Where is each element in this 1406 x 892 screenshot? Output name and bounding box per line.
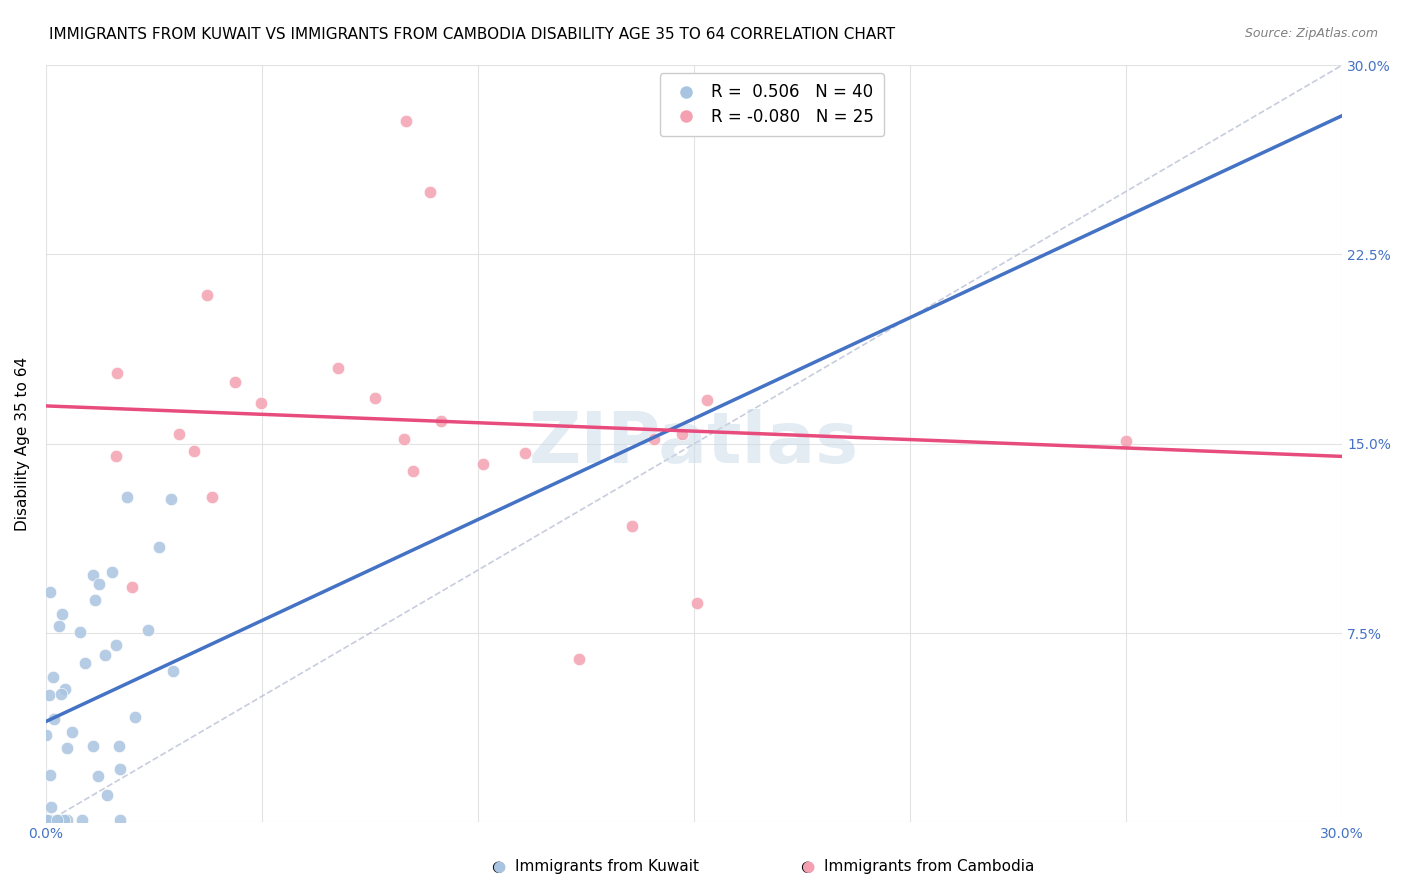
Point bbox=[38, 688, 60, 702]
Point bbox=[430, 414, 453, 428]
Point bbox=[52, 813, 75, 827]
Point bbox=[55, 813, 77, 827]
Point bbox=[686, 596, 709, 610]
Point bbox=[195, 287, 218, 301]
Point bbox=[48, 813, 70, 827]
Point bbox=[121, 580, 143, 594]
Point bbox=[37, 813, 59, 827]
Point bbox=[51, 687, 73, 701]
Point bbox=[108, 813, 131, 827]
Legend: R =  0.506   N = 40, R = -0.080   N = 25: R = 0.506 N = 40, R = -0.080 N = 25 bbox=[659, 73, 884, 136]
Point bbox=[148, 540, 170, 554]
Point bbox=[162, 664, 184, 678]
Point bbox=[1115, 434, 1137, 448]
Point bbox=[183, 444, 205, 458]
Point bbox=[696, 393, 718, 408]
Point bbox=[69, 624, 91, 639]
Point bbox=[328, 361, 350, 376]
Point bbox=[110, 762, 132, 776]
Point bbox=[402, 464, 425, 478]
Point bbox=[51, 607, 73, 622]
Point bbox=[513, 446, 536, 460]
Point bbox=[42, 712, 65, 726]
Point bbox=[104, 449, 127, 463]
Point bbox=[72, 813, 94, 827]
Point bbox=[35, 728, 58, 742]
Point bbox=[568, 652, 591, 666]
Point bbox=[224, 375, 246, 389]
Point bbox=[48, 619, 70, 633]
Point bbox=[671, 426, 693, 441]
Text: ●: ● bbox=[492, 859, 505, 874]
Point bbox=[620, 519, 643, 533]
Point bbox=[96, 788, 118, 802]
Point bbox=[38, 768, 60, 782]
Point bbox=[643, 432, 665, 446]
Text: Source: ZipAtlas.com: Source: ZipAtlas.com bbox=[1244, 27, 1378, 40]
Text: IMMIGRANTS FROM KUWAIT VS IMMIGRANTS FROM CAMBODIA DISABILITY AGE 35 TO 64 CORRE: IMMIGRANTS FROM KUWAIT VS IMMIGRANTS FRO… bbox=[49, 27, 896, 42]
Point bbox=[38, 813, 60, 827]
Text: ●: ● bbox=[801, 859, 814, 874]
Point bbox=[104, 638, 127, 652]
Point bbox=[124, 710, 146, 724]
Point bbox=[136, 623, 159, 637]
Point bbox=[86, 768, 108, 782]
Point bbox=[419, 186, 441, 200]
Point bbox=[60, 725, 83, 739]
Point bbox=[46, 813, 69, 827]
Text: ●  Immigrants from Kuwait: ● Immigrants from Kuwait bbox=[492, 859, 699, 874]
Y-axis label: Disability Age 35 to 64: Disability Age 35 to 64 bbox=[15, 357, 30, 531]
Point bbox=[169, 427, 191, 442]
Text: ZIPatlas: ZIPatlas bbox=[529, 409, 859, 478]
Point bbox=[471, 458, 494, 472]
Point bbox=[94, 648, 117, 662]
Point bbox=[82, 567, 104, 582]
Point bbox=[392, 433, 415, 447]
Text: ●  Immigrants from Cambodia: ● Immigrants from Cambodia bbox=[801, 859, 1035, 874]
Point bbox=[101, 566, 124, 580]
Point bbox=[115, 490, 138, 504]
Point bbox=[53, 681, 76, 696]
Point bbox=[105, 366, 128, 380]
Point bbox=[107, 739, 129, 753]
Point bbox=[39, 799, 62, 814]
Point bbox=[249, 395, 271, 409]
Point bbox=[82, 739, 104, 754]
Point bbox=[160, 491, 183, 506]
Point bbox=[73, 656, 96, 670]
Point bbox=[364, 391, 387, 405]
Point bbox=[89, 576, 111, 591]
Point bbox=[56, 741, 79, 756]
Point bbox=[83, 593, 105, 607]
Point bbox=[39, 584, 62, 599]
Point bbox=[201, 491, 224, 505]
Point bbox=[41, 670, 63, 684]
Point bbox=[395, 114, 418, 128]
